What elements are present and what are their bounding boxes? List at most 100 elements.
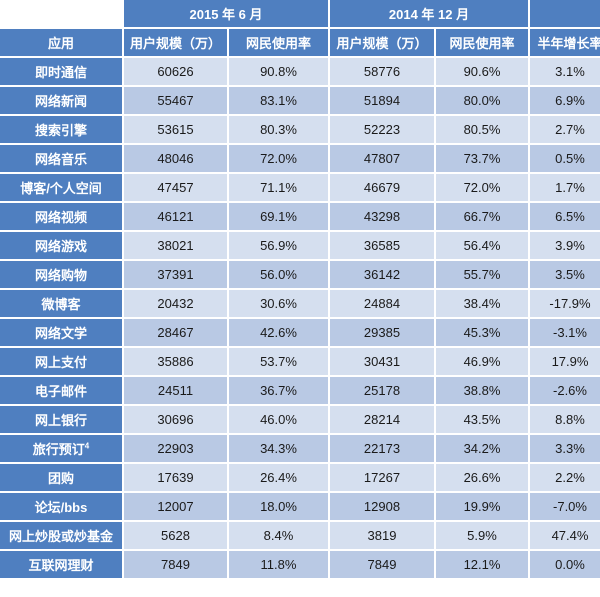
rate-2015-cell: 90.8% [229,58,328,85]
growth-cell: 3.5% [530,261,600,288]
col-header-app: 应用 [0,29,122,56]
growth-cell: -3.1% [530,319,600,346]
rate-2014-cell: 5.9% [436,522,528,549]
table-row: 网络视频 46121 69.1% 43298 66.7% 6.5% [0,203,600,230]
growth-cell: -17.9% [530,290,600,317]
app-usage-table: 2015 年 6 月 2014 年 12 月 应用 用户规模（万） 网民使用率 … [0,0,600,578]
users-2015-cell: 20432 [124,290,227,317]
table-row: 博客/个人空间 47457 71.1% 46679 72.0% 1.7% [0,174,600,201]
period-header-row: 2015 年 6 月 2014 年 12 月 [0,0,600,27]
rate-2014-cell: 19.9% [436,493,528,520]
app-name-cell: 网络游戏 [0,232,122,259]
table-row: 网上支付 35886 53.7% 30431 46.9% 17.9% [0,348,600,375]
table-row: 网上银行 30696 46.0% 28214 43.5% 8.8% [0,406,600,433]
users-2015-cell: 17639 [124,464,227,491]
col-header-rate-2015: 网民使用率 [229,29,328,56]
users-2014-cell: 47807 [330,145,434,172]
users-2015-cell: 37391 [124,261,227,288]
users-2014-cell: 25178 [330,377,434,404]
table-row: 网络购物 37391 56.0% 36142 55.7% 3.5% [0,261,600,288]
app-name: 网络音乐 [34,152,87,167]
rate-2014-cell: 73.7% [436,145,528,172]
col-header-users-2015: 用户规模（万） [124,29,227,56]
users-2015-cell: 12007 [124,493,227,520]
period-header-2014: 2014 年 12 月 [330,0,528,27]
rate-2015-cell: 36.7% [229,377,328,404]
app-name: 网络文学 [34,326,87,341]
users-2014-cell: 51894 [330,87,434,114]
users-2015-cell: 38021 [124,232,227,259]
users-2014-cell: 22173 [330,435,434,462]
table-row: 网络游戏 38021 56.9% 36585 56.4% 3.9% [0,232,600,259]
growth-cell: 3.9% [530,232,600,259]
users-2014-cell: 17267 [330,464,434,491]
app-name: 博客/个人空间 [20,181,102,196]
users-2015-cell: 30696 [124,406,227,433]
growth-cell: 0.0% [530,551,600,578]
rate-2014-cell: 26.6% [436,464,528,491]
table-row: 电子邮件 24511 36.7% 25178 38.8% -2.6% [0,377,600,404]
growth-cell: 3.3% [530,435,600,462]
app-name-cell: 网络视频 [0,203,122,230]
rate-2014-cell: 66.7% [436,203,528,230]
growth-cell: 8.8% [530,406,600,433]
rate-2015-cell: 30.6% [229,290,328,317]
col-header-rate-2014: 网民使用率 [436,29,528,56]
users-2015-cell: 47457 [124,174,227,201]
app-name: 互联网理财 [28,558,94,573]
rate-2014-cell: 45.3% [436,319,528,346]
growth-cell: 6.5% [530,203,600,230]
app-name: 即时通信 [34,65,87,80]
app-name: 网络新闻 [34,94,87,109]
app-name: 网络游戏 [34,239,87,254]
app-name-cell: 旅行预订4 [0,435,122,462]
app-name-cell: 即时通信 [0,58,122,85]
table-row: 搜索引擎 53615 80.3% 52223 80.5% 2.7% [0,116,600,143]
rate-2014-cell: 80.5% [436,116,528,143]
users-2014-cell: 43298 [330,203,434,230]
rate-2015-cell: 18.0% [229,493,328,520]
growth-cell: -7.0% [530,493,600,520]
users-2015-cell: 46121 [124,203,227,230]
app-name-cell: 互联网理财 [0,551,122,578]
rate-2015-cell: 46.0% [229,406,328,433]
app-name-cell: 网上支付 [0,348,122,375]
rate-2014-cell: 72.0% [436,174,528,201]
rate-2014-cell: 38.4% [436,290,528,317]
rate-2014-cell: 43.5% [436,406,528,433]
app-name-cell: 微博客 [0,290,122,317]
rate-2015-cell: 83.1% [229,87,328,114]
rate-2015-cell: 11.8% [229,551,328,578]
users-2014-cell: 58776 [330,58,434,85]
app-name-cell: 网络音乐 [0,145,122,172]
rate-2015-cell: 56.0% [229,261,328,288]
users-2015-cell: 35886 [124,348,227,375]
users-2015-cell: 28467 [124,319,227,346]
users-2014-cell: 28214 [330,406,434,433]
users-2014-cell: 30431 [330,348,434,375]
app-name-cell: 博客/个人空间 [0,174,122,201]
app-name-cell: 网上炒股或炒基金 [0,522,122,549]
rate-2015-cell: 71.1% [229,174,328,201]
users-2015-cell: 55467 [124,87,227,114]
app-name: 网络视频 [34,210,87,225]
table-row: 网上炒股或炒基金 5628 8.4% 3819 5.9% 47.4% [0,522,600,549]
table-row: 微博客 20432 30.6% 24884 38.4% -17.9% [0,290,600,317]
users-2015-cell: 60626 [124,58,227,85]
users-2015-cell: 5628 [124,522,227,549]
app-name: 论坛/bbs [34,500,88,515]
col-header-growth: 半年增长率 [530,29,600,56]
growth-cell: 2.2% [530,464,600,491]
rate-2015-cell: 69.1% [229,203,328,230]
app-name: 网上支付 [34,355,87,370]
col-header-users-2014: 用户规模（万） [330,29,434,56]
users-2015-cell: 53615 [124,116,227,143]
rate-2014-cell: 80.0% [436,87,528,114]
users-2014-cell: 24884 [330,290,434,317]
rate-2014-cell: 55.7% [436,261,528,288]
app-name-cell: 论坛/bbs [0,493,122,520]
users-2015-cell: 7849 [124,551,227,578]
rate-2015-cell: 8.4% [229,522,328,549]
corner-cell [0,0,122,27]
rate-2014-cell: 12.1% [436,551,528,578]
